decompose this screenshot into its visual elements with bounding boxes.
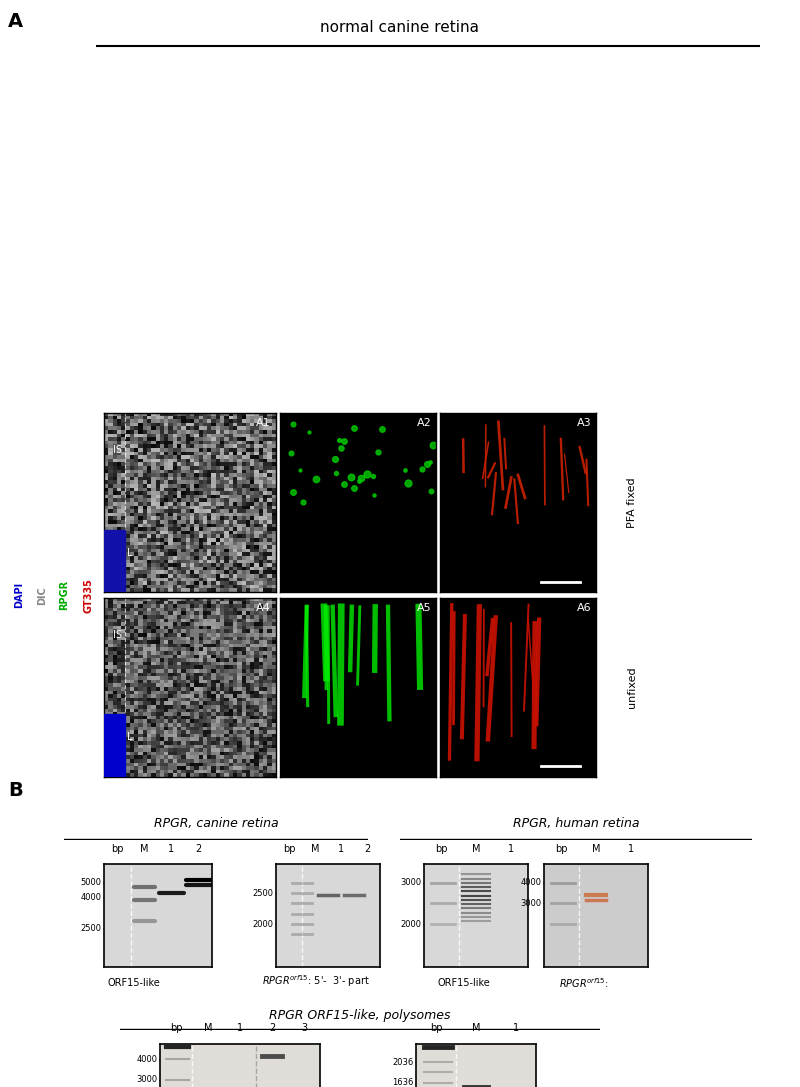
Text: M: M (204, 1023, 212, 1034)
Text: A: A (8, 12, 23, 32)
Text: GT335: GT335 (84, 577, 94, 613)
Text: M: M (140, 844, 149, 854)
Text: 2: 2 (195, 844, 202, 854)
Text: M: M (592, 844, 600, 854)
Text: M: M (310, 844, 319, 854)
Text: ORF15-like: ORF15-like (438, 977, 490, 988)
Text: A2: A2 (417, 418, 431, 428)
Text: PFA fixed: PFA fixed (627, 477, 637, 528)
Text: RPGR: RPGR (59, 580, 69, 610)
Text: unfixed: unfixed (627, 666, 637, 709)
Text: IS: IS (113, 446, 122, 455)
Text: A1: A1 (256, 418, 271, 428)
Text: ORF15-like: ORF15-like (108, 977, 160, 988)
Text: ONL: ONL (113, 548, 133, 558)
Text: 2: 2 (269, 1023, 275, 1034)
Text: 2500: 2500 (253, 888, 274, 898)
Text: A5: A5 (417, 603, 431, 613)
Text: $\it{RPGR}$$^{\it{orf15}}$:: $\it{RPGR}$$^{\it{orf15}}$: (559, 976, 609, 989)
Bar (104, 529, 125, 592)
Text: 3000: 3000 (137, 1075, 158, 1084)
Text: RPGR, human retina: RPGR, human retina (513, 817, 639, 829)
Text: IS: IS (113, 630, 122, 640)
Text: 1636: 1636 (392, 1078, 414, 1087)
Text: 1: 1 (513, 1023, 519, 1034)
Text: 4000: 4000 (137, 1054, 158, 1063)
Text: 2000: 2000 (253, 920, 274, 928)
Text: 1: 1 (169, 844, 174, 854)
Text: bp: bp (170, 1023, 182, 1034)
Text: A3: A3 (577, 418, 591, 428)
Text: 2: 2 (364, 844, 370, 854)
Text: 1: 1 (237, 1023, 243, 1034)
Text: bp: bp (555, 844, 567, 854)
Text: RPGR, canine retina: RPGR, canine retina (154, 817, 278, 829)
Text: A6: A6 (577, 603, 591, 613)
Text: 3000: 3000 (521, 899, 542, 908)
Bar (104, 714, 125, 777)
Text: B: B (8, 782, 22, 800)
Text: normal canine retina: normal canine retina (321, 20, 479, 35)
Text: A4: A4 (256, 603, 271, 613)
Text: M: M (472, 1023, 480, 1034)
Text: ONL: ONL (113, 733, 133, 742)
Text: 3: 3 (301, 1023, 307, 1034)
Text: bp: bp (111, 844, 124, 854)
Text: 5000: 5000 (81, 878, 102, 887)
Text: M: M (472, 844, 480, 854)
Text: RPGR ORF15-like, polysomes: RPGR ORF15-like, polysomes (270, 1009, 450, 1022)
Text: 4000: 4000 (81, 892, 102, 902)
Text: 1: 1 (628, 844, 634, 854)
Text: bp: bp (282, 844, 295, 854)
Text: 2000: 2000 (401, 920, 422, 928)
Text: 4000: 4000 (521, 878, 542, 887)
Text: 2036: 2036 (392, 1058, 414, 1066)
Text: bp: bp (435, 844, 447, 854)
Text: 2500: 2500 (81, 924, 102, 933)
Text: 1: 1 (338, 844, 344, 854)
Text: DAPI: DAPI (14, 582, 24, 609)
Text: 3000: 3000 (401, 878, 422, 887)
Text: $\it{RPGR}$$^{\it{orf15}}$: 5'-  3'- part: $\it{RPGR}$$^{\it{orf15}}$: 5'- 3'- part (262, 973, 370, 989)
Text: 1: 1 (508, 844, 514, 854)
Text: bp: bp (430, 1023, 442, 1034)
Text: DIC: DIC (37, 586, 47, 604)
